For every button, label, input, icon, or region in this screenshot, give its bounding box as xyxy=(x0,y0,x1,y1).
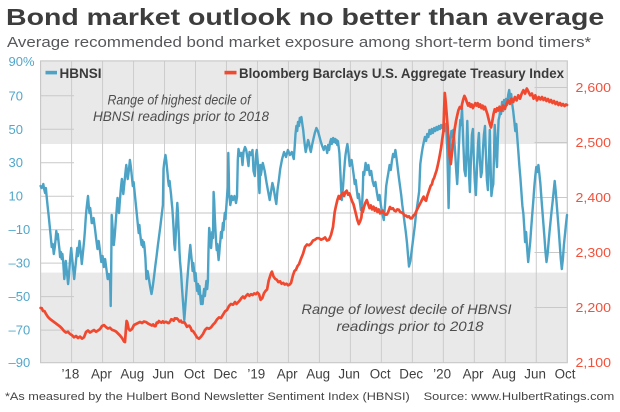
svg-text:Aug: Aug xyxy=(492,366,516,381)
svg-text:2,500: 2,500 xyxy=(576,135,612,150)
svg-text:10: 10 xyxy=(9,189,23,204)
svg-text:Range of lowest decile of HBNS: Range of lowest decile of HBNSI xyxy=(302,301,512,317)
svg-text:Jun: Jun xyxy=(524,366,546,381)
svg-text:90%: 90% xyxy=(9,54,35,69)
svg-text:70: 70 xyxy=(9,88,23,103)
svg-text:–30: –30 xyxy=(9,256,31,271)
svg-text:Apr: Apr xyxy=(91,366,112,381)
svg-text:30: 30 xyxy=(9,155,23,170)
svg-text:HBNSI: HBNSI xyxy=(60,66,102,81)
svg-text:Dec: Dec xyxy=(213,366,237,381)
svg-text:2,600: 2,600 xyxy=(576,80,612,95)
svg-text:’19: ’19 xyxy=(247,366,265,381)
svg-text:–10: –10 xyxy=(9,222,31,237)
svg-text:Bloomberg Barclays U.S. Aggreg: Bloomberg Barclays U.S. Aggregate Treasu… xyxy=(239,66,564,81)
svg-text:–90: –90 xyxy=(9,355,31,370)
svg-text:Oct: Oct xyxy=(555,366,576,381)
svg-text:2,200: 2,200 xyxy=(576,300,612,315)
svg-text:Aug: Aug xyxy=(306,366,330,381)
svg-text:’20: ’20 xyxy=(433,366,451,381)
svg-text:–50: –50 xyxy=(9,289,31,304)
svg-text:Jun: Jun xyxy=(153,366,175,381)
svg-text:50: 50 xyxy=(9,122,23,137)
svg-text:HBNSI readings prior to 2018: HBNSI readings prior to 2018 xyxy=(93,108,269,124)
svg-text:Aug: Aug xyxy=(120,366,144,381)
svg-text:Apr: Apr xyxy=(277,366,298,381)
svg-text:Oct: Oct xyxy=(370,366,391,381)
svg-text:–70: –70 xyxy=(9,323,31,338)
svg-text:’18: ’18 xyxy=(61,366,79,381)
svg-text:2,300: 2,300 xyxy=(576,245,612,260)
svg-text:Dec: Dec xyxy=(399,366,423,381)
svg-text:Range of highest decile of: Range of highest decile of xyxy=(108,92,253,108)
svg-text:Apr: Apr xyxy=(463,366,484,381)
svg-text:Jun: Jun xyxy=(338,366,360,381)
svg-text:2,400: 2,400 xyxy=(576,190,612,205)
svg-text:readings prior to 2018: readings prior to 2018 xyxy=(337,318,484,334)
svg-text:2,100: 2,100 xyxy=(576,355,612,370)
svg-text:Oct: Oct xyxy=(184,366,205,381)
